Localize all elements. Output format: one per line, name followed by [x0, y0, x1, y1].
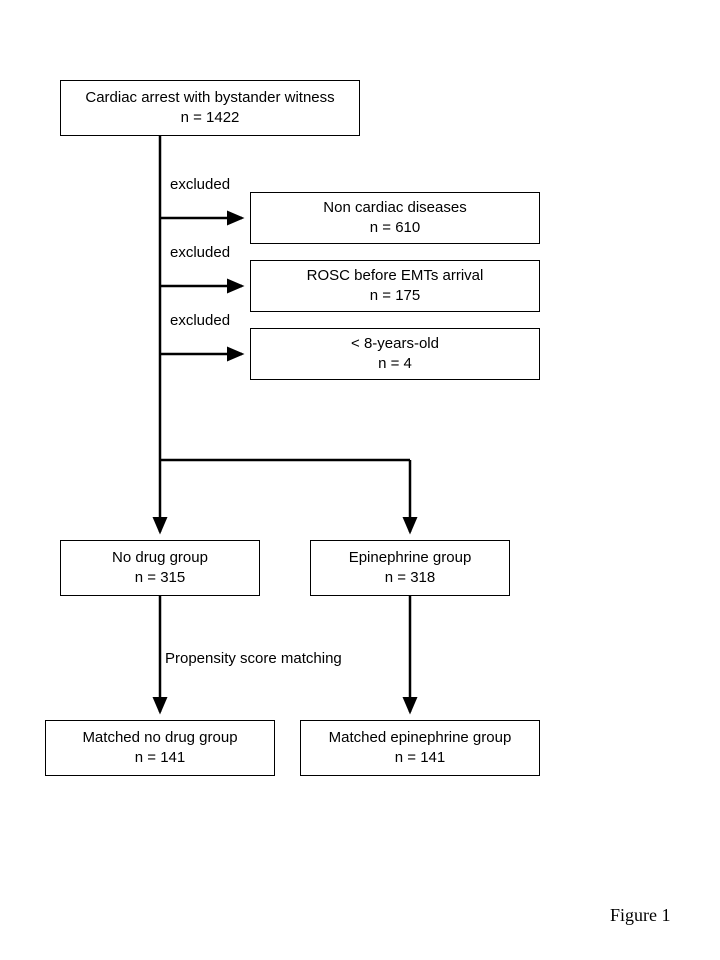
label-propensity-score-matching: Propensity score matching — [165, 650, 342, 667]
node-excluded-age: < 8-years-old n = 4 — [250, 328, 540, 380]
node-no-drug-group: No drug group n = 315 — [60, 540, 260, 596]
node-mepi-line2: n = 141 — [395, 748, 445, 768]
figure-caption: Figure 1 — [610, 905, 671, 926]
node-nodrug-line2: n = 315 — [135, 568, 185, 588]
label-excluded-1: excluded — [170, 176, 230, 193]
node-excluded-rosc: ROSC before EMTs arrival n = 175 — [250, 260, 540, 312]
label-excluded-2: excluded — [170, 244, 230, 261]
node-mnodrug-line2: n = 141 — [135, 748, 185, 768]
node-excl2-line2: n = 175 — [370, 286, 420, 306]
node-excl1-line2: n = 610 — [370, 218, 420, 238]
node-start-line2: n = 1422 — [181, 108, 240, 128]
node-mnodrug-line1: Matched no drug group — [82, 728, 237, 748]
node-mepi-line1: Matched epinephrine group — [329, 728, 512, 748]
node-epinephrine-group: Epinephrine group n = 318 — [310, 540, 510, 596]
flowchart-edges — [0, 0, 720, 960]
node-matched-epinephrine: Matched epinephrine group n = 141 — [300, 720, 540, 776]
node-excl1-line1: Non cardiac diseases — [323, 198, 466, 218]
node-start-line1: Cardiac arrest with bystander witness — [85, 88, 334, 108]
node-excl3-line2: n = 4 — [378, 354, 412, 374]
node-epi-line1: Epinephrine group — [349, 548, 472, 568]
node-nodrug-line1: No drug group — [112, 548, 208, 568]
flowchart-canvas: Cardiac arrest with bystander witness n … — [0, 0, 720, 960]
node-matched-no-drug: Matched no drug group n = 141 — [45, 720, 275, 776]
label-excluded-3: excluded — [170, 312, 230, 329]
node-excluded-noncardiac: Non cardiac diseases n = 610 — [250, 192, 540, 244]
node-epi-line2: n = 318 — [385, 568, 435, 588]
node-excl2-line1: ROSC before EMTs arrival — [307, 266, 484, 286]
node-excl3-line1: < 8-years-old — [351, 334, 439, 354]
node-start: Cardiac arrest with bystander witness n … — [60, 80, 360, 136]
